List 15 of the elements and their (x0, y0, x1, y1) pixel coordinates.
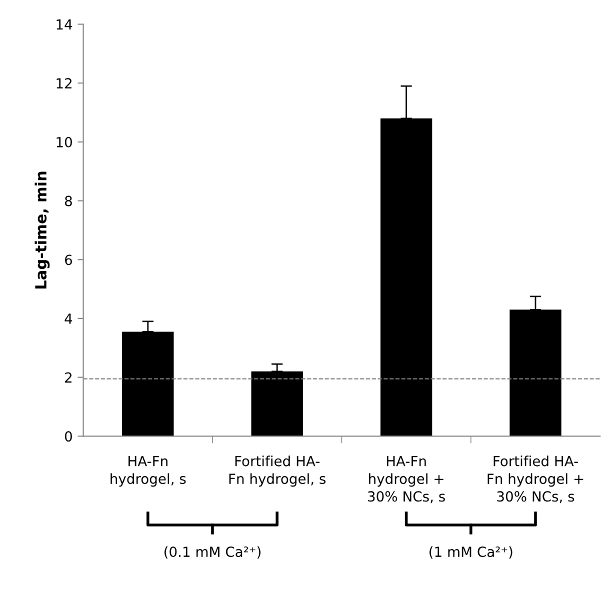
y-tick-label: 10 (56, 136, 72, 148)
y-axis-title: Lag-time, min (34, 172, 50, 288)
y-tick-label: 14 (56, 19, 72, 30)
x-tick-label: HA-Fn hydrogel + 30% NCs, s (368, 456, 445, 504)
y-tick-label: 8 (64, 196, 72, 206)
text: (1 mM Ca²⁺) (430, 546, 512, 559)
text: (0.1 mM Ca²⁺) (164, 546, 260, 559)
x-tick-label: Fortified HA- Fn hydrogel + 30% NCs, s (488, 456, 584, 504)
x-tick-label: Fortified HA- Fn hydrogel, s (229, 456, 326, 487)
y-tick-label: 0 (64, 431, 72, 442)
y-tick-label: 4 (64, 314, 72, 324)
y-tick-label: 6 (65, 254, 72, 266)
x-tick-label: HA-Fn hydrogel, s (110, 456, 186, 487)
y-tick-label: 2 (65, 372, 72, 383)
y-tick-label: 12 (56, 78, 72, 88)
